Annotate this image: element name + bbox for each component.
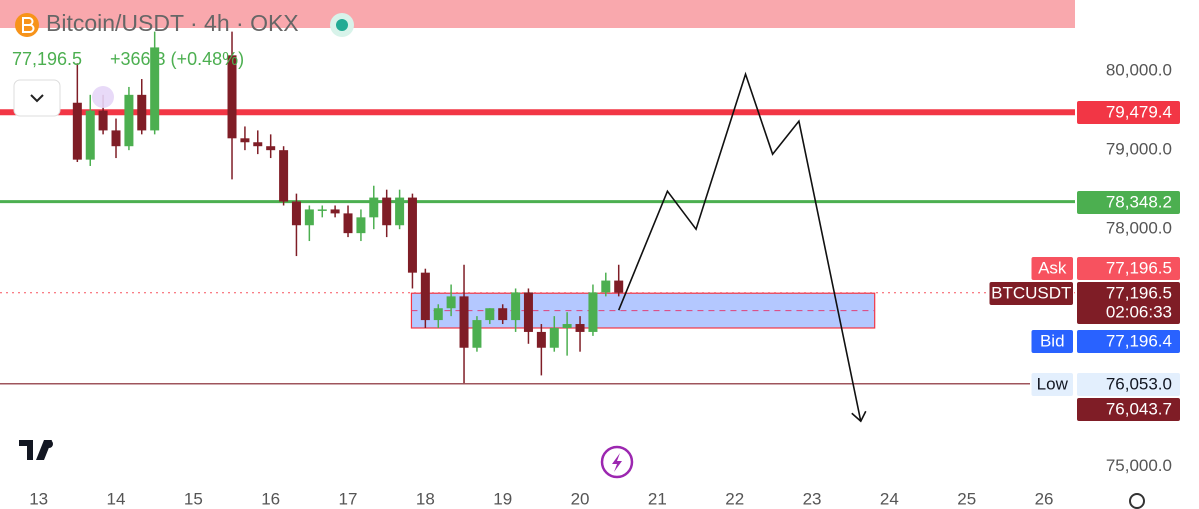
candle-body (98, 110, 108, 131)
status-dot (336, 19, 348, 31)
candle-body (536, 331, 546, 348)
price-label: 77,196.4 (1106, 331, 1172, 350)
candle-body (562, 324, 572, 328)
candle-body (472, 320, 482, 348)
price-tag: Low (1037, 374, 1069, 393)
price-label: 76,043.7 (1106, 399, 1172, 418)
candle-body (266, 146, 276, 151)
candle-body (407, 197, 417, 273)
candle-body (72, 102, 82, 160)
candle-body (369, 197, 379, 218)
x-tick-label: 15 (184, 489, 203, 508)
x-tick-label: 16 (261, 489, 280, 508)
candle-body (291, 201, 301, 226)
chevron (30, 94, 44, 103)
candle-body (549, 327, 559, 348)
y-tick-label: 80,000.0 (1106, 61, 1172, 80)
price-tag-box (1031, 373, 1073, 396)
candle-body (330, 209, 340, 214)
event-marker[interactable] (92, 86, 114, 108)
price-tag-box (1031, 330, 1073, 353)
candle-body (523, 292, 533, 332)
collapse-button[interactable] (13, 79, 61, 117)
bar-countdown: 02:06:33 (1106, 302, 1172, 321)
candle-body (459, 296, 469, 348)
x-tick-label: 19 (493, 489, 512, 508)
candle-body (382, 197, 392, 226)
price-label: 78,348.2 (1106, 192, 1172, 211)
price-tag: Bid (1040, 331, 1065, 350)
projection-arrowhead (851, 410, 867, 423)
candle-body (511, 292, 521, 321)
candle-body (420, 272, 430, 321)
candle-body (614, 280, 624, 293)
candle-body (588, 292, 598, 332)
candle-body (446, 296, 456, 309)
price-label: 79,479.4 (1106, 102, 1172, 121)
price-tag-box (1031, 257, 1073, 280)
y-tick-label: 78,000.0 (1106, 219, 1172, 238)
x-tick-label: 25 (957, 489, 976, 508)
x-tick-label: 18 (416, 489, 435, 508)
brand-logo-dot (45, 440, 53, 448)
candle-body (253, 142, 263, 147)
candle-body (485, 308, 495, 321)
brand-logo (19, 440, 52, 460)
candle-body (85, 110, 95, 160)
candle-body (240, 138, 250, 143)
candle-body (356, 217, 366, 234)
price-tag: BTCUSDT (991, 283, 1071, 302)
price-label-box (1077, 191, 1180, 214)
price-label-box (1077, 330, 1180, 353)
x-tick-label: 26 (1035, 489, 1054, 508)
candle-body (279, 150, 289, 202)
price-label-box (1077, 398, 1180, 421)
x-tick-label: 21 (648, 489, 667, 508)
candle-body (343, 213, 353, 234)
plot-area: 80,000.0 79,000.0 78,000.0 75,000.0 13 14 15 16… (0, 31, 1172, 508)
price-label-box (1077, 257, 1180, 280)
candle-body (111, 130, 121, 147)
overlay: Bitcoin/USDT · 4h · OKX 77,196.5 +366.3 … (12, 10, 1180, 509)
candle-body (227, 55, 237, 139)
x-tick-label: 17 (339, 489, 358, 508)
candle-body (150, 47, 160, 131)
flash-glyph (612, 453, 622, 472)
candle-body (575, 324, 585, 332)
symbol-title: Bitcoin/USDT · 4h · OKX (46, 10, 299, 36)
price-tag: Ask (1038, 258, 1067, 277)
price-label-box (1077, 101, 1180, 124)
candle-body (137, 94, 147, 131)
x-tick-label: 22 (725, 489, 744, 508)
x-tick-label: 14 (107, 489, 126, 508)
price-label: 77,196.5 (1106, 258, 1172, 277)
x-tick-label: 13 (29, 489, 48, 508)
x-tick-label: 20 (571, 489, 590, 508)
price-tag-box (989, 282, 1073, 305)
y-tick-label: 75,000.0 (1106, 456, 1172, 475)
settings-icon[interactable] (1129, 493, 1145, 509)
resistance-band (0, 0, 1075, 28)
price-label-box (1077, 282, 1180, 324)
last-price: 77,196.5 (12, 49, 82, 69)
candle-body (304, 209, 314, 226)
price-label: 76,053.0 (1106, 374, 1172, 393)
candle-body (433, 308, 443, 321)
projection-line (617, 71, 862, 422)
x-tick-label: 23 (803, 489, 822, 508)
coin-glyph (22, 17, 35, 33)
candle-body (601, 280, 611, 293)
price-label-box (1077, 373, 1180, 396)
y-tick-label: 79,000.0 (1106, 140, 1172, 159)
candle-body (395, 197, 405, 226)
price-label: 77,196.5 (1106, 283, 1172, 302)
candle-body (124, 94, 134, 147)
candle-body (498, 308, 508, 321)
x-tick-label: 24 (880, 489, 899, 508)
price-change: +366.3 (+0.48%) (110, 49, 244, 69)
candle-body (317, 209, 327, 211)
